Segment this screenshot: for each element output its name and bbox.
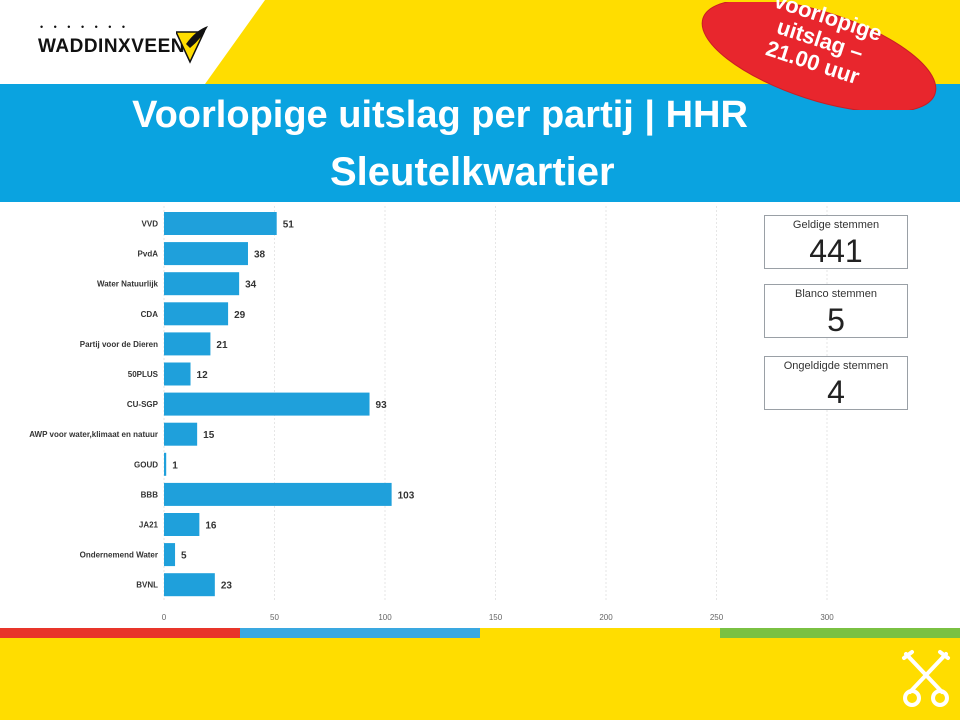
data-label: 12 (197, 370, 209, 381)
data-label: 21 (216, 340, 228, 351)
kpi-value: 4 (827, 374, 845, 410)
bar (164, 392, 370, 416)
category-label: PvdA (138, 250, 159, 259)
bar (164, 302, 229, 326)
bar (164, 272, 240, 296)
category-label: 50PLUS (128, 370, 159, 379)
category-label: CU-SGP (127, 400, 159, 409)
x-tick-label: 150 (489, 613, 503, 622)
data-label: 23 (221, 581, 233, 592)
x-tick-label: 300 (820, 613, 834, 622)
category-label: JA21 (139, 521, 159, 530)
data-label: 5 (181, 551, 187, 562)
page-title: Voorlopige uitslag per partij | HHR (132, 94, 748, 136)
category-label: VVD (142, 220, 159, 229)
data-label: 29 (234, 310, 246, 321)
x-tick-label: 50 (270, 613, 279, 622)
stripe-green (720, 628, 960, 638)
data-label: 93 (376, 400, 388, 411)
category-label: CDA (141, 310, 159, 319)
bar (164, 543, 176, 567)
category-label: Water Natuurlijk (97, 280, 159, 289)
page-subtitle: Sleutelkwartier (330, 150, 615, 194)
category-label: AWP voor water,klimaat en natuur (29, 430, 158, 439)
chart-area (0, 202, 960, 628)
stripe-blue (240, 628, 480, 638)
bar (164, 573, 215, 597)
kpi-invalid-votes: Ongeldigde stemmen 4 (764, 356, 908, 410)
kpi-label: Blanco stemmen (795, 288, 877, 300)
category-label: GOUD (134, 460, 158, 469)
crossed-keys-icon (902, 650, 950, 707)
category-label: BBB (141, 490, 159, 499)
logo-text: WADDINXVEEN (38, 36, 185, 57)
logo-dots: • • • • • • • (40, 22, 130, 32)
kpi-label: Ongeldigde stemmen (783, 360, 889, 372)
stripe-yellow (480, 628, 720, 638)
data-label: 51 (283, 220, 295, 231)
bar (164, 422, 198, 446)
stripe-red (0, 628, 240, 638)
bar (164, 482, 392, 506)
data-label: 34 (245, 280, 257, 291)
bar (164, 242, 248, 266)
x-tick-label: 250 (710, 613, 724, 622)
category-label: BVNL (136, 581, 158, 590)
title-banner (0, 84, 960, 202)
data-label: 1 (172, 460, 178, 471)
data-label: 103 (398, 490, 415, 501)
data-label: 38 (254, 250, 266, 261)
bar (164, 362, 191, 386)
color-stripes (0, 628, 960, 638)
kpi-valid-votes: Geldige stemmen 441 (764, 215, 908, 269)
x-tick-label: 200 (599, 613, 613, 622)
bar (164, 513, 200, 536)
data-label: 15 (203, 430, 215, 441)
data-label: 16 (205, 521, 217, 532)
category-label: Ondernemend Water (80, 551, 158, 560)
kpi-value: 441 (809, 233, 863, 269)
kpi-value: 5 (827, 302, 845, 338)
preliminary-badge (701, 2, 937, 110)
kpi-label: Geldige stemmen (792, 219, 880, 231)
x-tick-label: 0 (162, 613, 167, 622)
category-label: Partij voor de Dieren (80, 340, 158, 349)
kpi-blank-votes: Blanco stemmen 5 (764, 284, 908, 338)
bar (164, 452, 167, 476)
x-tick-label: 100 (378, 613, 392, 622)
bar (164, 212, 277, 235)
bar (164, 332, 211, 356)
logo-emblem-icon (176, 26, 208, 64)
